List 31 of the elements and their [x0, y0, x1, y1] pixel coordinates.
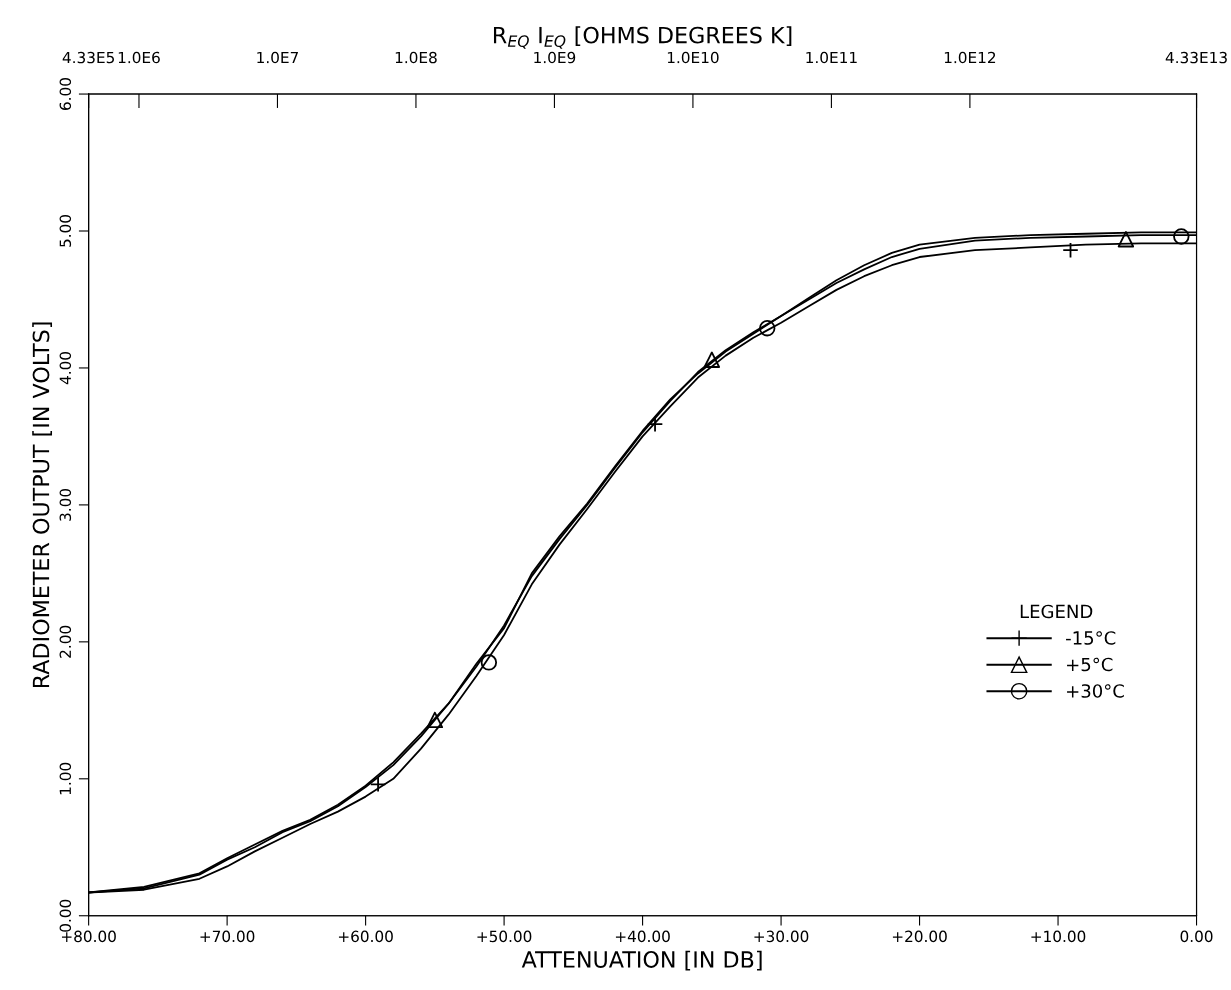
x-axis-title: ATTENUATION [IN DB]: [521, 950, 762, 971]
x2-tick-label: 4.33E13: [1165, 51, 1227, 64]
x-tick-label: +70.00: [200, 930, 255, 943]
y-tick-label: 4.00: [59, 351, 72, 385]
x2-axis-title: R$_{EQ}$ I$_{EQ}$ [OHMS DEGREES K]: [493, 26, 792, 49]
x-tick-label: +20.00: [892, 930, 947, 943]
x-tick-label: +10.00: [1031, 930, 1086, 943]
x2-tick-label: 4.33E5: [62, 51, 114, 64]
legend-label: +30°C: [1067, 684, 1124, 698]
y-tick-label: 3.00: [59, 488, 72, 521]
x-tick-label: +30.00: [754, 930, 809, 943]
x-tick-label: +50.00: [477, 930, 532, 943]
y-tick-label: 2.00: [59, 625, 72, 658]
x-tick-label: 0.00: [1180, 930, 1213, 943]
y-tick-label: 5.00: [59, 215, 72, 247]
x2-tick-label: 1.0E11: [806, 51, 857, 64]
x2-tick-label: 1.0E12: [944, 51, 996, 64]
legend-label: +5°C: [1067, 657, 1113, 672]
x2-tick-label: 1.0E7: [257, 51, 298, 64]
legend-title: LEGEND: [1020, 604, 1093, 619]
y-tick-label: 6.00: [59, 78, 72, 110]
x-tick-label: +80.00: [61, 930, 116, 943]
x2-tick-label: 1.0E6: [118, 51, 160, 64]
legend-label: -15°C: [1066, 631, 1116, 645]
x-tick-label: +40.00: [615, 930, 670, 943]
x2-tick-label: 1.0E8: [395, 51, 437, 64]
x-tick-label: +60.00: [338, 930, 393, 943]
x2-tick-label: 1.0E9: [534, 51, 576, 64]
y-tick-label: 1.00: [59, 762, 72, 795]
y-axis-title: RADIOMETER OUTPUT [IN VOLTS]: [32, 322, 53, 688]
x2-tick-label: 1.0E10: [667, 51, 719, 64]
